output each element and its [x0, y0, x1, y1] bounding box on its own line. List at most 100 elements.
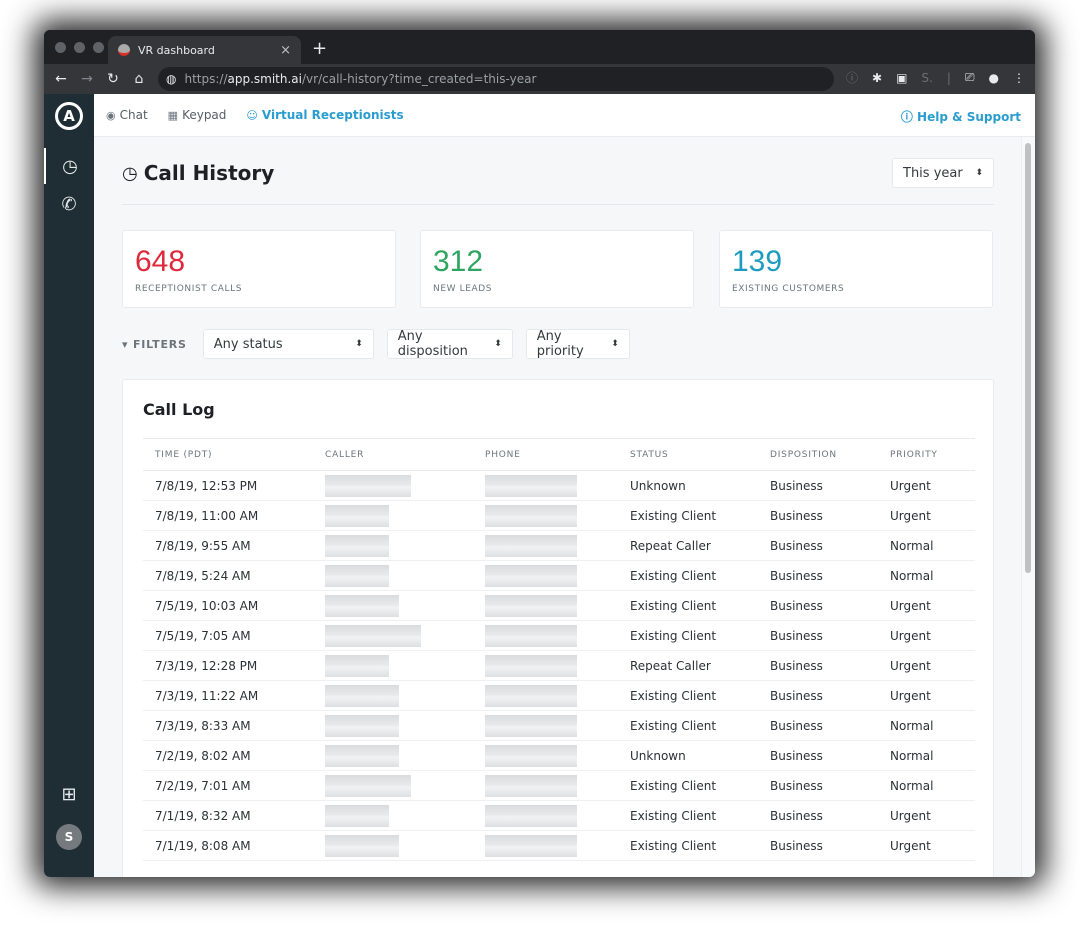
- table-row[interactable]: 7/8/19, 12:53 PM Unknown Business Urgent: [143, 470, 975, 501]
- table-row[interactable]: 7/2/19, 8:02 AM Unknown Business Normal: [143, 740, 975, 771]
- tab-close-icon[interactable]: ×: [280, 42, 291, 58]
- redacted-phone: [485, 594, 577, 617]
- table-row[interactable]: 7/3/19, 12:28 PM Repeat Caller Business Urg…: [143, 650, 975, 681]
- priority-filter-select[interactable]: Any priority ⬍: [525, 329, 630, 359]
- call-log-title: Call Log: [143, 400, 215, 419]
- redacted-phone: [485, 504, 577, 527]
- cell-caller: [313, 590, 473, 621]
- redacted-phone: [485, 474, 577, 497]
- cell-time: 7/8/19, 9:55 AM: [143, 530, 313, 561]
- chat-icon: ◉: [106, 108, 116, 122]
- topnav-virtual-receptionists[interactable]: ☺ Virtual Receptionists: [246, 108, 404, 122]
- stat-existing-customers: 139 EXISTING CUSTOMERS: [719, 230, 993, 308]
- back-icon[interactable]: ←: [55, 71, 67, 87]
- close-window-button[interactable]: [55, 42, 66, 53]
- help-icon: ⓘ: [900, 110, 913, 124]
- keypad-icon: ▦: [167, 108, 179, 122]
- disposition-filter-select[interactable]: Any disposition ⬍: [386, 329, 513, 359]
- table-row[interactable]: 7/2/19, 7:01 AM Existing Client Business No…: [143, 770, 975, 801]
- cell-caller: [313, 500, 473, 531]
- cell-disposition: Business: [758, 650, 878, 681]
- table-row[interactable]: 7/3/19, 11:22 AM Existing Client Business U…: [143, 680, 975, 711]
- redacted-caller: [325, 714, 399, 737]
- cell-time: 7/2/19, 7:01 AM: [143, 770, 313, 801]
- extension-icons: ⓘ ✱ ▣ S. | ⎚ ● ⋮: [846, 69, 1025, 86]
- window-controls: [55, 42, 104, 53]
- redacted-caller: [325, 834, 399, 857]
- phone-nav-icon[interactable]: ✆: [61, 193, 77, 215]
- cast-icon[interactable]: ⎚: [964, 70, 975, 84]
- divider: |: [946, 70, 951, 85]
- cell-disposition: Business: [758, 830, 878, 861]
- table-row[interactable]: 7/8/19, 11:00 AM Existing Client Business U…: [143, 500, 975, 531]
- profile-icon[interactable]: ●: [988, 70, 999, 85]
- table-row[interactable]: 7/5/19, 7:05 AM Existing Client Business Ur…: [143, 620, 975, 651]
- avatar[interactable]: S: [56, 824, 82, 850]
- cell-priority: Normal: [878, 560, 975, 591]
- table-row[interactable]: 7/8/19, 9:55 AM Repeat Caller Business Norm…: [143, 530, 975, 561]
- url-text: https://app.smith.ai/vr/call-history?tim…: [184, 72, 537, 86]
- s-extension-icon[interactable]: S.: [921, 70, 933, 85]
- clock-icon: ◷: [122, 162, 138, 184]
- redacted-phone: [485, 534, 577, 557]
- cell-phone: [473, 560, 618, 591]
- cell-phone: [473, 680, 618, 711]
- table-row[interactable]: 7/1/19, 8:08 AM Existing Client Business Ur…: [143, 830, 975, 861]
- logo-icon[interactable]: A: [55, 102, 83, 130]
- home-icon[interactable]: ⌂: [134, 71, 144, 87]
- forward-icon[interactable]: →: [81, 71, 93, 87]
- cell-caller: [313, 680, 473, 711]
- browser-toolbar: ← → ↻ ⌂ ◍ https://app.smith.ai/vr/call-h…: [44, 64, 1035, 94]
- time-range-select[interactable]: This year ⬍: [892, 158, 994, 188]
- cell-priority: Urgent: [878, 800, 975, 831]
- topnav-chat[interactable]: ◉ Chat: [106, 108, 148, 122]
- table-row[interactable]: 7/5/19, 10:03 AM Existing Client Business U…: [143, 590, 975, 621]
- redacted-caller: [325, 504, 389, 527]
- address-bar[interactable]: ◍ https://app.smith.ai/vr/call-history?t…: [158, 67, 834, 91]
- reload-icon[interactable]: ↻: [107, 71, 119, 87]
- table-row[interactable]: 7/1/19, 8:32 AM Existing Client Business Ur…: [143, 800, 975, 831]
- cell-status: Repeat Caller: [618, 650, 758, 681]
- redacted-phone: [485, 684, 577, 707]
- redacted-phone: [485, 654, 577, 677]
- scrollbar-thumb[interactable]: [1025, 143, 1031, 573]
- cell-priority: Normal: [878, 530, 975, 561]
- cell-caller: [313, 620, 473, 651]
- maximize-window-button[interactable]: [93, 42, 104, 53]
- browser-tab[interactable]: VR dashboard ×: [108, 36, 301, 64]
- select-arrows-icon: ⬍: [611, 339, 619, 349]
- table-header-row: TIME (PDT) CALLER PHONE STATUS DISPOSITI…: [143, 438, 975, 471]
- scrollbar-track[interactable]: [1021, 137, 1035, 877]
- cell-caller: [313, 740, 473, 771]
- cell-priority: Urgent: [878, 590, 975, 621]
- call-history-nav-icon[interactable]: ◷: [44, 148, 94, 184]
- tab-title: VR dashboard: [138, 43, 215, 57]
- redacted-caller: [325, 564, 389, 587]
- redacted-phone: [485, 774, 577, 797]
- main-content: ◷ Call History This year ⬍ 648 RECEPTION…: [122, 137, 994, 877]
- cell-priority: Normal: [878, 770, 975, 801]
- browser-window: VR dashboard × + ← → ↻ ⌂ ◍ https://app.s…: [44, 30, 1035, 877]
- cell-phone: [473, 800, 618, 831]
- notion-icon[interactable]: ▣: [896, 70, 908, 85]
- top-nav: ◉ Chat ▦ Keypad ☺ Virtual Receptionists …: [94, 94, 1035, 137]
- cell-priority: Normal: [878, 710, 975, 741]
- minimize-window-button[interactable]: [74, 42, 85, 53]
- cell-caller: [313, 800, 473, 831]
- cell-caller: [313, 470, 473, 501]
- new-tab-button[interactable]: +: [312, 38, 328, 59]
- topnav-keypad[interactable]: ▦ Keypad: [167, 108, 227, 122]
- cell-status: Existing Client: [618, 710, 758, 741]
- table-row[interactable]: 7/3/19, 8:33 AM Existing Client Business No…: [143, 710, 975, 741]
- puzzle-icon[interactable]: ✱: [872, 70, 883, 85]
- help-support-link[interactable]: ⓘ Help & Support: [900, 110, 1021, 124]
- menu-icon[interactable]: ⋮: [1013, 70, 1025, 85]
- cell-status: Existing Client: [618, 800, 758, 831]
- table-row[interactable]: 7/8/19, 5:24 AM Existing Client Business No…: [143, 560, 975, 591]
- info-icon[interactable]: ⓘ: [846, 71, 859, 85]
- cell-phone: [473, 650, 618, 681]
- redacted-caller: [325, 654, 389, 677]
- apps-grid-icon[interactable]: ⊞: [61, 783, 77, 805]
- cell-disposition: Business: [758, 560, 878, 591]
- status-filter-select[interactable]: Any status ⬍: [202, 329, 374, 359]
